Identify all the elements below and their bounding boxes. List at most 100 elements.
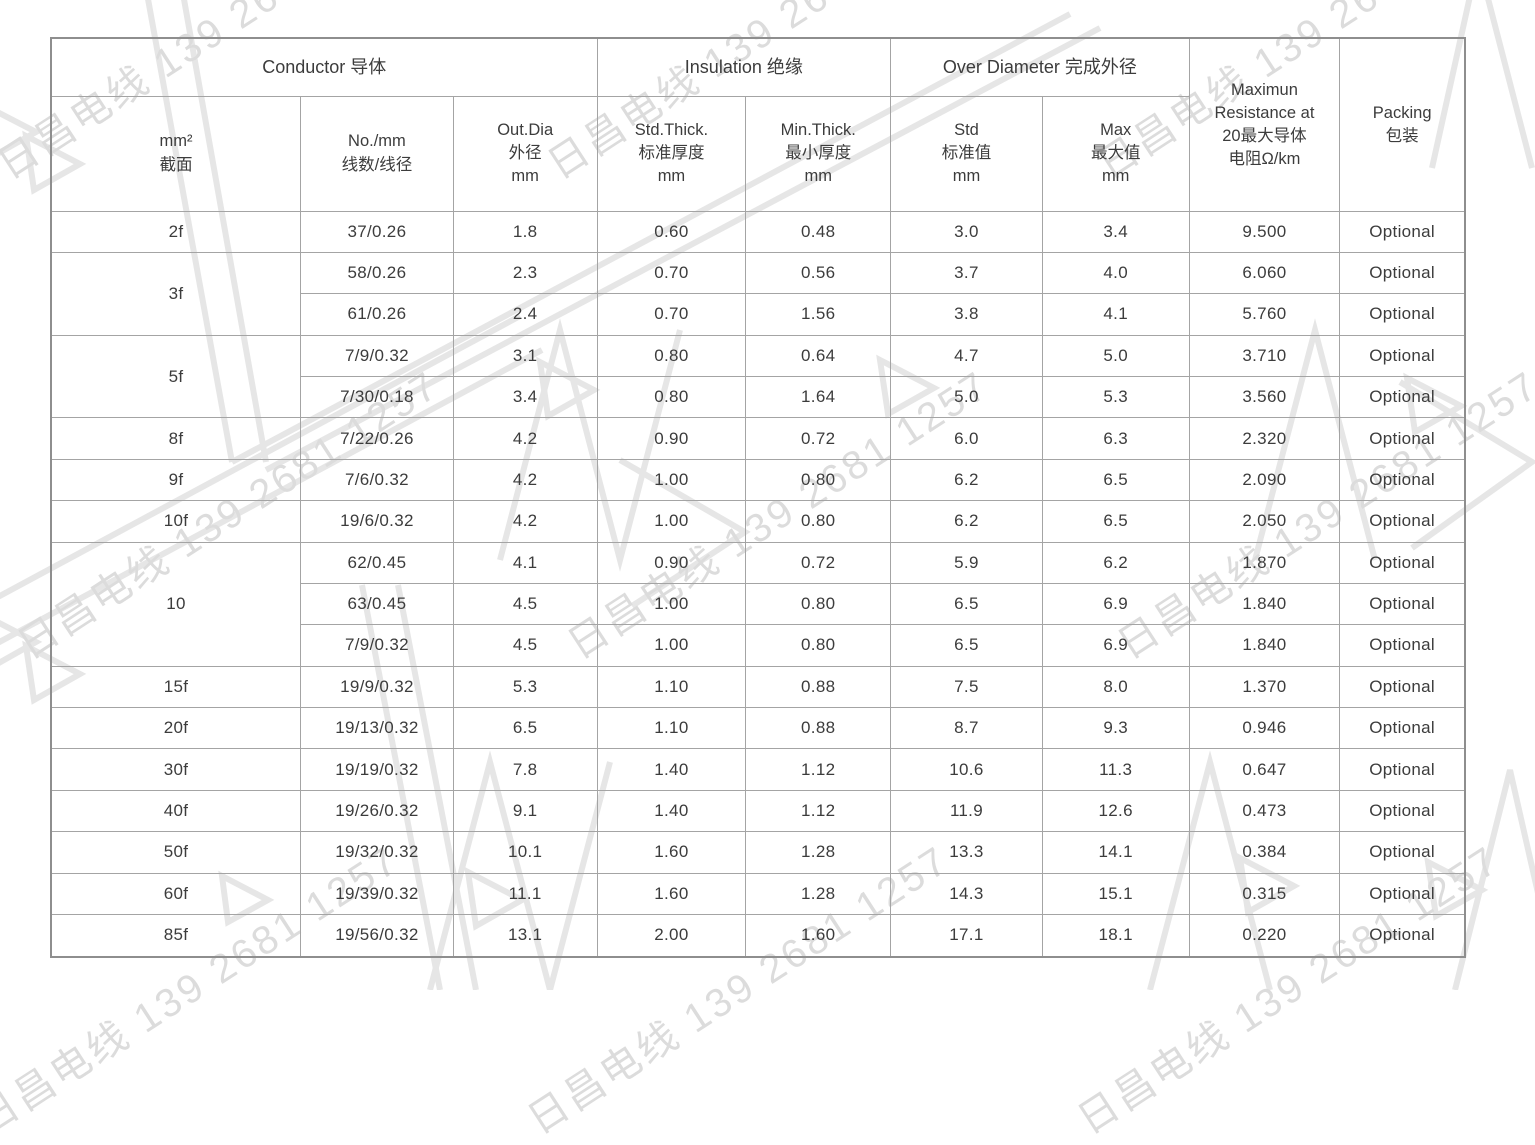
- cell-od-max: 6.9: [1041, 624, 1190, 667]
- cell-od-max: 11.3: [1041, 748, 1190, 791]
- cell-od-std: 6.5: [890, 624, 1043, 667]
- cell-insulation-min-thick: 0.56: [745, 251, 892, 295]
- cell-insulation-std-thick: 1.10: [596, 665, 747, 709]
- cell-od-std: 14.3: [890, 872, 1043, 915]
- cell-insulation-std-thick: 1.00: [596, 500, 747, 543]
- cell-conductor-no-mm: 19/9/0.32: [300, 665, 454, 709]
- cell-conductor-out-dia: 1.8: [452, 210, 598, 253]
- cell-insulation-std-thick: 1.00: [596, 582, 747, 626]
- cell-od-max: 9.3: [1041, 706, 1190, 750]
- cell-od-std: 5.0: [890, 375, 1043, 419]
- cell-insulation-std-thick: 0.80: [596, 334, 747, 378]
- cell-max-resistance: 0.647: [1188, 748, 1341, 791]
- cell-od-std: 6.0: [890, 417, 1043, 460]
- cell-conductor-no-mm: 7/9/0.32: [300, 334, 454, 378]
- table-row: 50f 19/32/0.32 10.1 1.60 1.28 13.3 14.1 0.384 Op…: [50, 831, 1466, 874]
- header-group-row: Conductor 导体 Insulation 绝缘 Over Diameter…: [50, 37, 1466, 212]
- cell-od-max: 4.0: [1041, 251, 1190, 295]
- cell-insulation-std-thick: 0.80: [596, 375, 747, 419]
- cell-insulation-std-thick: 1.40: [596, 789, 747, 833]
- cell-insulation-std-thick: 0.60: [596, 210, 747, 253]
- cell-od-max: 18.1: [1041, 913, 1190, 958]
- cell-insulation-min-thick: 0.88: [745, 706, 892, 750]
- cell-od-max: 6.3: [1041, 417, 1190, 460]
- cell-insulation-std-thick: 1.60: [596, 831, 747, 874]
- cell-conductor-out-dia: 4.1: [452, 541, 598, 584]
- cell-conductor-out-dia: 4.5: [452, 582, 598, 626]
- cell-insulation-min-thick: 1.12: [745, 748, 892, 791]
- header-size: mm² 截面: [50, 95, 302, 212]
- cell-size: 5f: [50, 334, 302, 419]
- cell-insulation-min-thick: 1.60: [745, 913, 892, 958]
- cell-od-std: 6.5: [890, 582, 1043, 626]
- spec-table-container: Conductor 导体 Insulation 绝缘 Over Diameter…: [50, 37, 1466, 958]
- cell-conductor-out-dia: 5.3: [452, 665, 598, 709]
- cell-od-max: 6.9: [1041, 582, 1190, 626]
- cell-packing: Optional: [1339, 706, 1466, 750]
- cell-od-max: 4.1: [1041, 293, 1190, 336]
- header-std-thick: Std.Thick. 标准厚度 mm: [596, 95, 747, 212]
- cell-max-resistance: 1.370: [1188, 665, 1341, 709]
- header-od-std: Std 标准值 mm: [890, 95, 1043, 212]
- header-group-over-diameter: Over Diameter 完成外径: [890, 37, 1190, 97]
- cell-conductor-no-mm: 37/0.26: [300, 210, 454, 253]
- header-min-thick: Min.Thick. 最小厚度 mm: [745, 95, 892, 212]
- cell-size: 10f: [50, 500, 302, 543]
- cell-packing: Optional: [1339, 334, 1466, 378]
- cell-od-std: 6.2: [890, 500, 1043, 543]
- cell-packing: Optional: [1339, 210, 1466, 253]
- cell-max-resistance: 0.220: [1188, 913, 1341, 958]
- cell-od-max: 5.3: [1041, 375, 1190, 419]
- cell-max-resistance: 2.050: [1188, 500, 1341, 543]
- header-max-resistance: Maximun Resistance at 20最大导体 电阻Ω/km: [1188, 37, 1341, 212]
- cell-insulation-min-thick: 0.88: [745, 665, 892, 709]
- spec-table: Conductor 导体 Insulation 绝缘 Over Diameter…: [50, 37, 1466, 958]
- cell-conductor-out-dia: 11.1: [452, 872, 598, 915]
- cell-max-resistance: 1.870: [1188, 541, 1341, 584]
- cell-max-resistance: 6.060: [1188, 251, 1341, 295]
- cell-size: 10: [50, 541, 302, 667]
- header-out-dia: Out.Dia 外径 mm: [452, 95, 598, 212]
- cell-size: 50f: [50, 831, 302, 874]
- header-no-mm: No./mm 线数/线径: [300, 95, 454, 212]
- table-row: 30f 19/19/0.32 7.8 1.40 1.12 10.6 11.3 0.647 Opt…: [50, 748, 1466, 791]
- cell-packing: Optional: [1339, 293, 1466, 336]
- cell-size: 3f: [50, 251, 302, 336]
- table-row: 10f 19/6/0.32 4.2 1.00 0.80 6.2 6.5 2.050 Option…: [50, 500, 1466, 543]
- cell-conductor-no-mm: 63/0.45: [300, 582, 454, 626]
- cell-insulation-std-thick: 1.00: [596, 624, 747, 667]
- cell-insulation-min-thick: 1.28: [745, 872, 892, 915]
- cell-packing: Optional: [1339, 748, 1466, 791]
- table-row: 40f 19/26/0.32 9.1 1.40 1.12 11.9 12.6 0.473 Opt…: [50, 789, 1466, 833]
- header-od-max: Max 最大值 mm: [1041, 95, 1190, 212]
- cell-conductor-out-dia: 13.1: [452, 913, 598, 958]
- cell-max-resistance: 0.315: [1188, 872, 1341, 915]
- cell-od-std: 3.0: [890, 210, 1043, 253]
- cell-size: 2f: [50, 210, 302, 253]
- cell-conductor-no-mm: 7/22/0.26: [300, 417, 454, 460]
- cell-insulation-min-thick: 0.64: [745, 334, 892, 378]
- cell-od-max: 15.1: [1041, 872, 1190, 915]
- cell-conductor-no-mm: 7/9/0.32: [300, 624, 454, 667]
- cell-conductor-out-dia: 3.4: [452, 375, 598, 419]
- cell-conductor-no-mm: 19/32/0.32: [300, 831, 454, 874]
- table-row: 8f 7/22/0.26 4.2 0.90 0.72 6.0 6.3 2.320 Optiona…: [50, 417, 1466, 460]
- cell-max-resistance: 1.840: [1188, 624, 1341, 667]
- cell-insulation-min-thick: 1.64: [745, 375, 892, 419]
- cell-od-std: 4.7: [890, 334, 1043, 378]
- cell-max-resistance: 0.946: [1188, 706, 1341, 750]
- cell-packing: Optional: [1339, 872, 1466, 915]
- cell-max-resistance: 2.090: [1188, 458, 1341, 502]
- cell-insulation-min-thick: 1.28: [745, 831, 892, 874]
- cell-max-resistance: 0.384: [1188, 831, 1341, 874]
- spec-table-body: 2f 37/0.26 1.8 0.60 0.48 3.0 3.4 9.500 Optional 3…: [50, 210, 1466, 958]
- cell-size: 9f: [50, 458, 302, 502]
- cell-packing: Optional: [1339, 624, 1466, 667]
- cell-conductor-out-dia: 4.5: [452, 624, 598, 667]
- cell-od-max: 6.2: [1041, 541, 1190, 584]
- cell-od-max: 14.1: [1041, 831, 1190, 874]
- cell-insulation-min-thick: 0.72: [745, 541, 892, 584]
- cell-max-resistance: 0.473: [1188, 789, 1341, 833]
- cell-packing: Optional: [1339, 251, 1466, 295]
- cell-conductor-out-dia: 4.2: [452, 500, 598, 543]
